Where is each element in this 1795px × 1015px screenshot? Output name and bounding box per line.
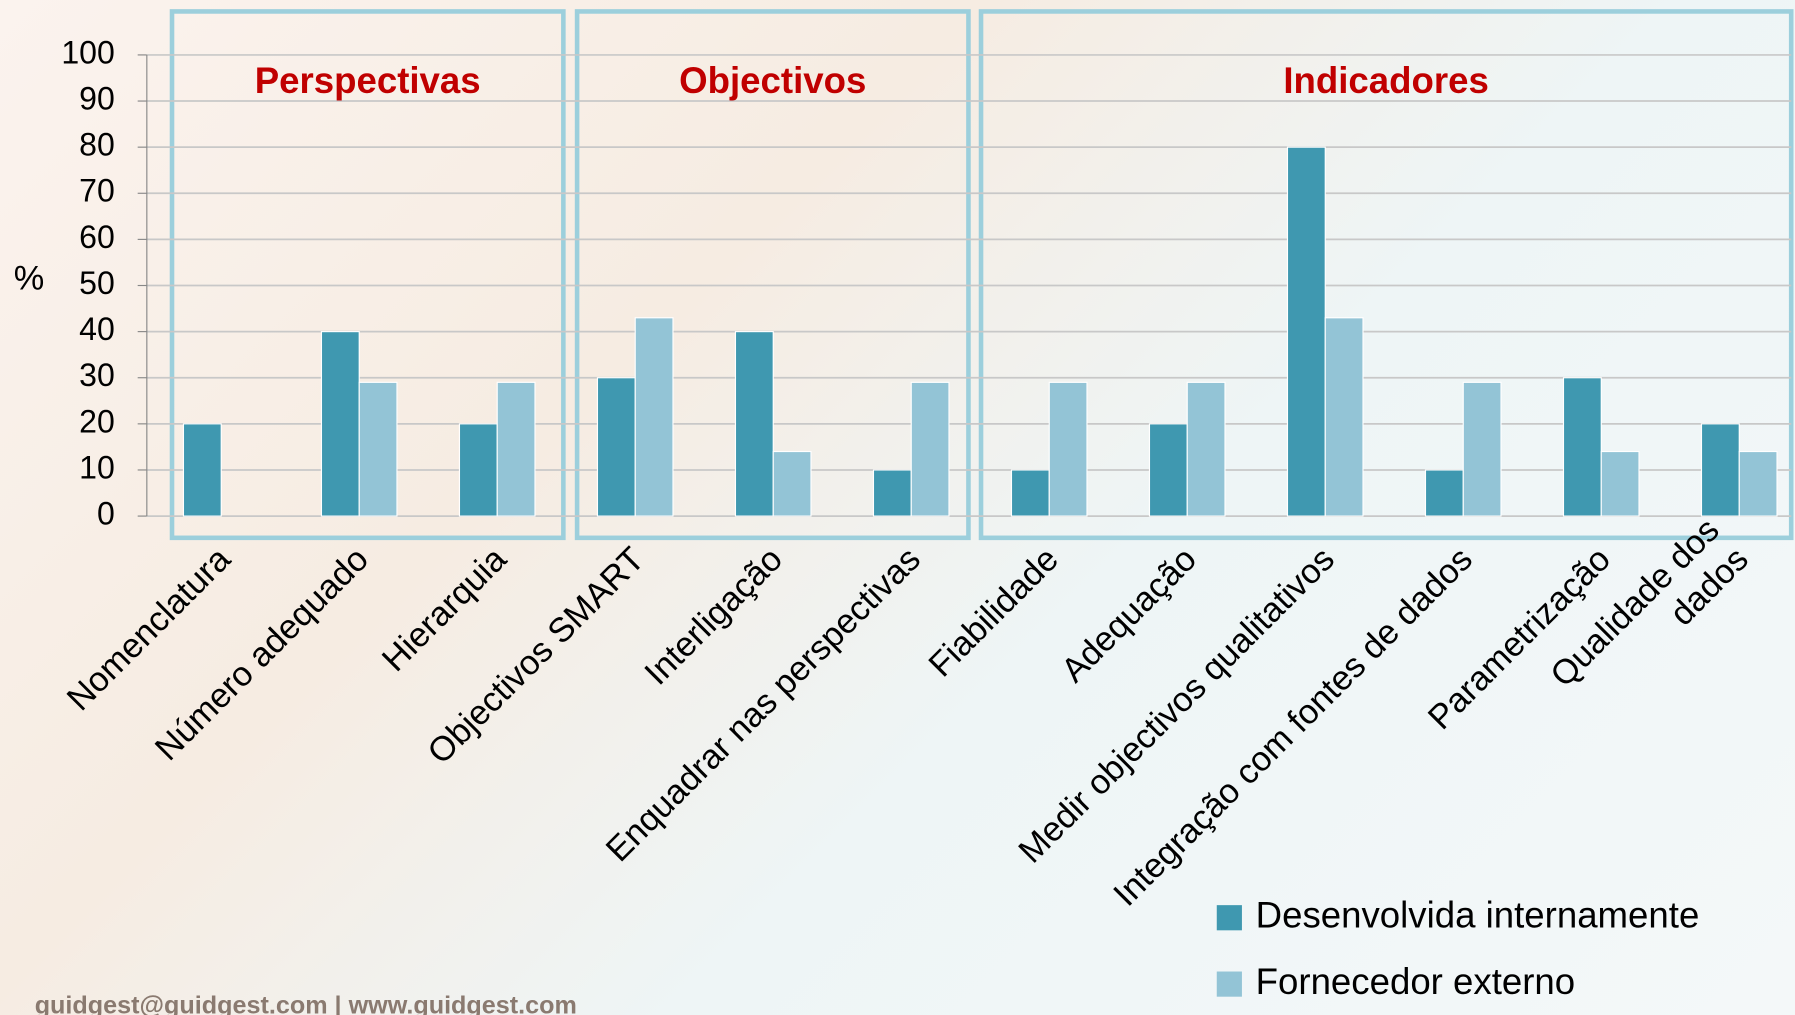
group-title: Perspectivas (255, 60, 481, 101)
group-title: Objectivos (679, 60, 866, 101)
bar (1048, 381, 1088, 517)
bar (910, 381, 950, 517)
x-tick-label: Adequação (1054, 540, 1204, 690)
group-box (169, 9, 566, 541)
bar (596, 377, 636, 517)
bar (634, 317, 674, 517)
y-tick-label: 20 (79, 403, 115, 439)
bar (1186, 381, 1226, 517)
y-tick-label: 70 (79, 173, 115, 209)
y-tick-label: 40 (79, 311, 115, 347)
x-tick-label: Interligação (638, 540, 790, 692)
y-tick-label: 60 (79, 219, 115, 255)
bar (1324, 317, 1364, 517)
group-title: Indicadores (1283, 60, 1488, 101)
y-tick-label: 50 (79, 265, 115, 301)
legend-swatch (1216, 905, 1242, 931)
y-tick-label: 30 (79, 357, 115, 393)
bar (1738, 450, 1778, 517)
y-tick-label: 0 (97, 496, 115, 532)
legend-swatch (1216, 971, 1242, 997)
y-tick-label: 80 (79, 127, 115, 163)
bar (1600, 450, 1640, 517)
group-box (574, 9, 971, 541)
x-tick-label: Qualidade dosdados (1543, 511, 1755, 723)
bar (1148, 423, 1188, 517)
x-tick-label: Hierarquia (375, 540, 514, 679)
y-axis-label: % (14, 259, 45, 297)
legend-label: Fornecedor externo (1256, 961, 1576, 1002)
bar (1286, 146, 1326, 517)
x-tick-label: Fiabilidade (922, 540, 1066, 684)
bar (1424, 469, 1464, 517)
bar (872, 469, 912, 517)
bar (458, 423, 498, 517)
footer: guidgest@guidgest.com | www.guidgest.com (35, 992, 577, 1015)
bar (496, 381, 536, 517)
bar (1562, 377, 1602, 517)
bar (1010, 469, 1050, 517)
bar (734, 331, 774, 517)
bar (1700, 423, 1740, 517)
legend-label: Desenvolvida internamente (1256, 894, 1700, 935)
bar (358, 381, 398, 517)
group-box (978, 9, 1794, 541)
bar (320, 331, 360, 517)
y-tick-label: 10 (79, 449, 115, 485)
y-tick-label: 90 (79, 81, 115, 117)
bar (772, 450, 812, 517)
y-tick-label: 100 (61, 34, 114, 70)
bar (182, 423, 222, 517)
bar (1462, 381, 1502, 517)
